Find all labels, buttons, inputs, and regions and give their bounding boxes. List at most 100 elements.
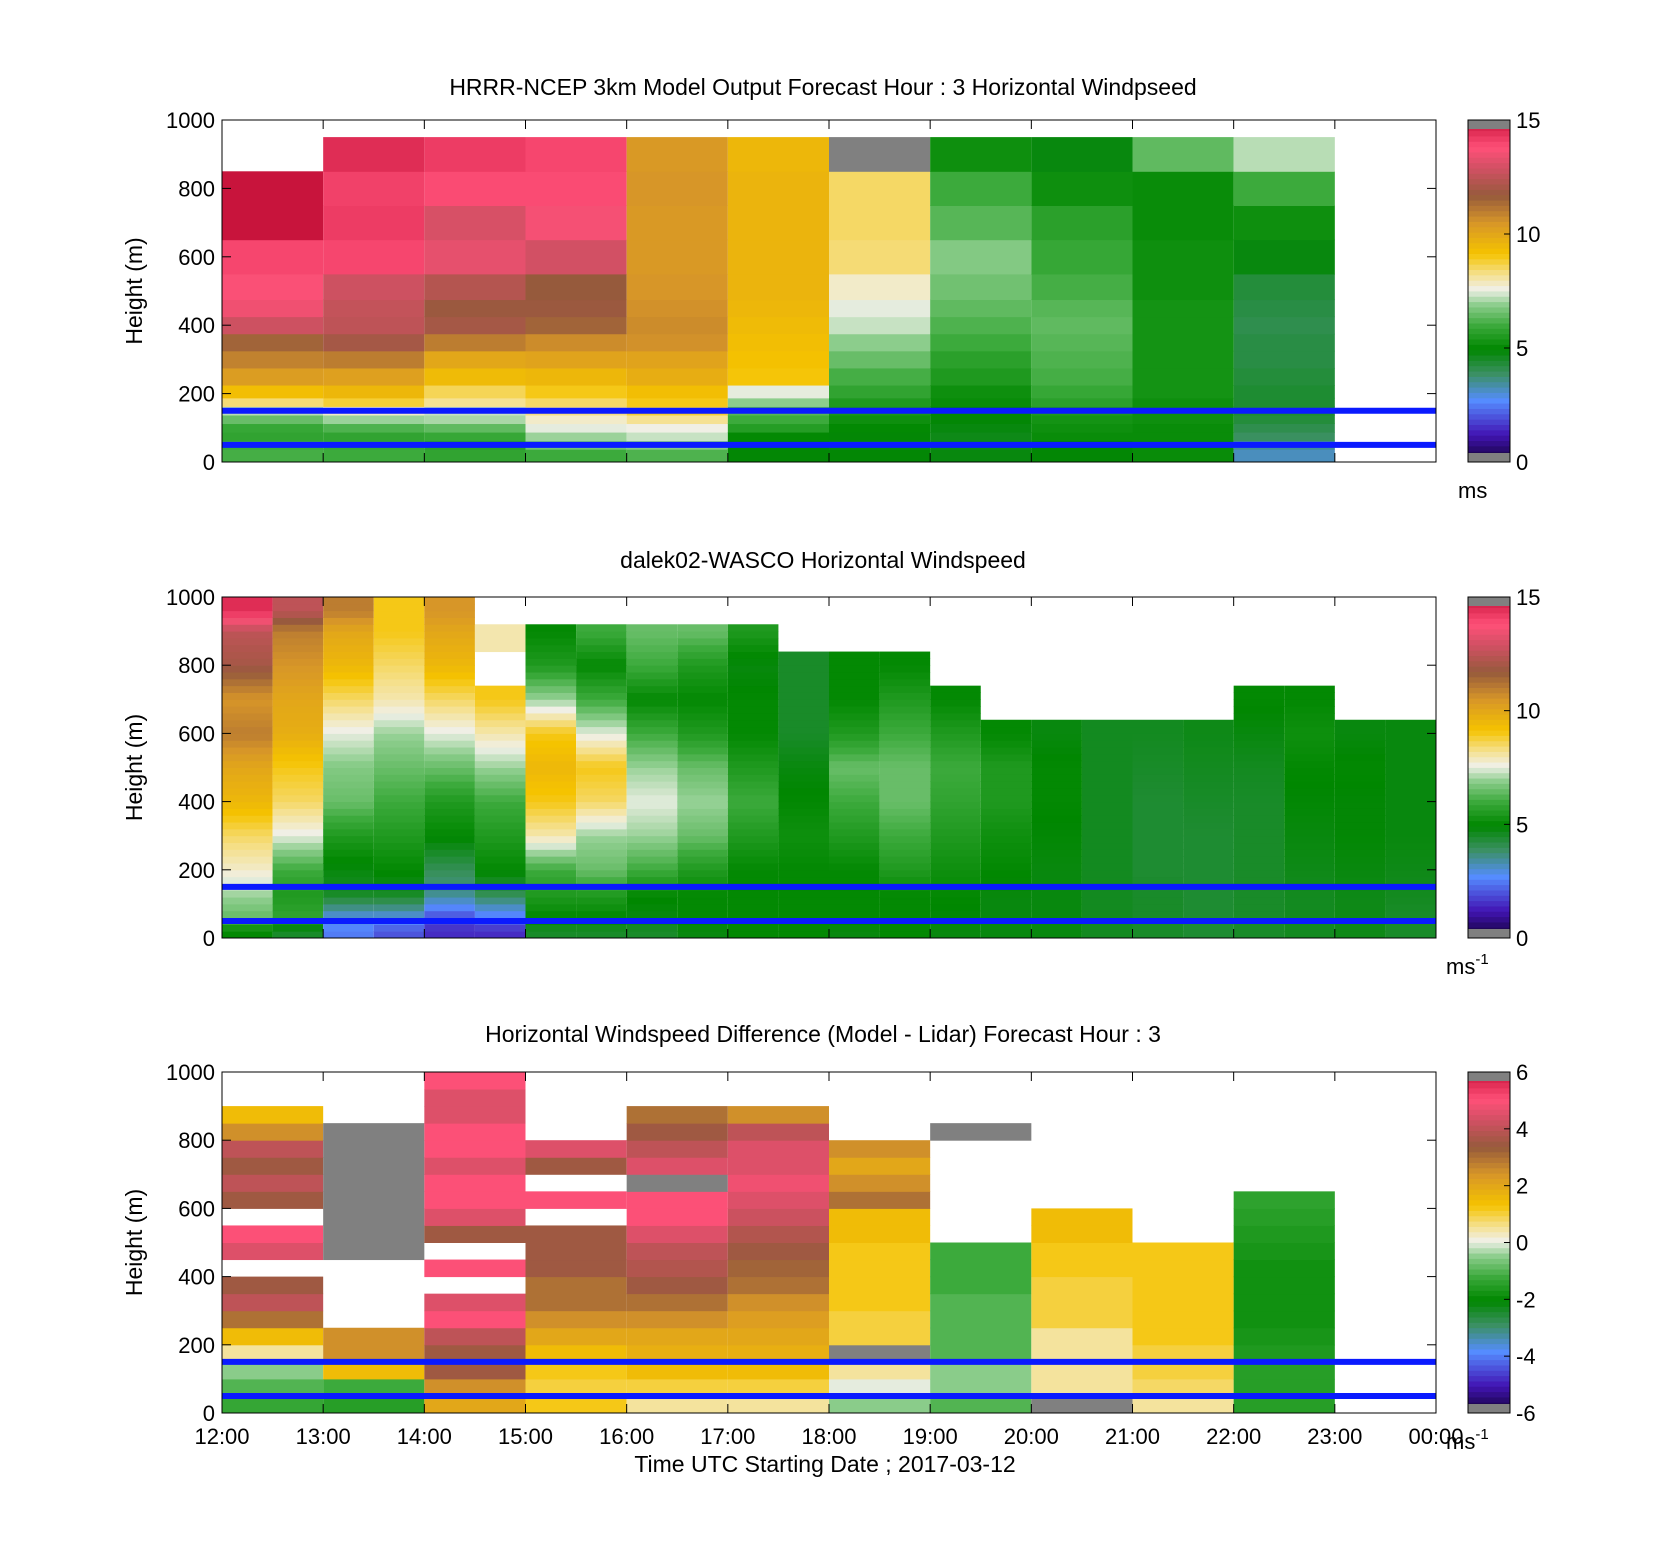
heatmap-cell [373,794,425,803]
heatmap-cell [626,699,678,707]
heatmap-cell [677,637,728,646]
heatmap-cell [222,414,324,425]
heatmap-cell [677,651,728,659]
heatmap-cell [323,1174,425,1192]
colorbar-swatch [1468,767,1510,774]
heatmap-cell [727,299,829,318]
colorbar-swatch [1468,1098,1510,1105]
heatmap-cell [1334,740,1386,748]
x-axis: 12:00 13:00 14:00 15:00 16:00 17:00 18:00 19:00… [194,1072,1464,1449]
colorbar-swatch [1468,879,1510,886]
heatmap-cell [829,856,880,864]
heatmap-cell [373,822,425,830]
heatmap-cell [829,767,880,775]
heatmap-cell [576,767,627,775]
heatmap-cell [1385,835,1436,844]
heatmap-cell [1233,706,1285,714]
heatmap-cell [677,672,728,680]
x-tick-label: 22:00 [1206,1424,1261,1449]
heatmap-cell [980,719,1032,728]
heatmap-cell [727,397,829,407]
heatmap-cell [1233,1310,1335,1329]
colorbar-tick-label: 0 [1516,926,1528,951]
heatmap-cell [829,1242,931,1261]
heatmap-cell [1132,856,1184,864]
heatmap-cell [474,706,526,714]
colorbar-swatch [1468,804,1510,811]
colorbar-swatch [1468,1263,1510,1270]
heatmap-cell [727,903,779,912]
x-tick-label: 16:00 [599,1424,654,1449]
heatmap-cell [373,828,425,837]
colorbar-swatch [1468,650,1510,657]
heatmap-cell [829,931,880,939]
heatmap-cell [930,747,981,755]
heatmap-cell [1183,753,1234,762]
heatmap-cell [424,651,475,659]
heatmap-cell [727,449,829,463]
heatmap-cell [323,1378,425,1397]
heatmap-cell [778,672,829,680]
heatmap-cell [1233,931,1285,939]
colorbar-swatch [1468,141,1510,148]
colorbar-swatch [1468,1103,1510,1110]
heatmap-cell [424,603,475,612]
heatmap-cell [272,774,324,782]
heatmap-cell [727,631,779,639]
heatmap-cell [1132,794,1184,803]
heatmap-cell [1132,1361,1234,1380]
heatmap-cell [373,672,425,680]
colorbar-swatch [1468,237,1510,244]
heatmap-cell [474,876,526,884]
heatmap-cell [474,747,526,755]
heatmap-cell [525,1378,627,1397]
heatmap-cell [323,316,425,335]
heatmap-cell [829,423,931,433]
heatmap-cell [930,787,981,796]
heatmap-cell [1132,903,1184,912]
heatmap-cell [626,719,678,728]
colorbar-swatch [1468,1242,1510,1249]
heatmap-cell [525,747,577,755]
heatmap-cell [727,637,779,646]
heatmap-cell [1334,801,1386,809]
heatmap-cell [474,760,526,768]
colorbar-swatch [1468,269,1510,276]
heatmap-cell [727,432,829,442]
heatmap-cell [1132,753,1184,762]
heatmap-cell [677,665,728,673]
heatmap-cell [1334,876,1386,884]
colorbar-swatch [1468,868,1510,875]
heatmap-cell [576,665,627,673]
heatmap-cell [1031,1361,1133,1380]
heatmap-cell [323,1344,425,1363]
heatmap-cell [1284,767,1335,775]
heatmap-cell [626,1174,728,1192]
heatmap-cell [829,367,931,386]
heatmap-cell [222,1327,324,1346]
heatmap-cell [222,1378,324,1397]
heatmap-cell [879,747,931,755]
heatmap-cell [727,774,779,782]
colorbar-swatch [1468,1311,1510,1318]
heatmap-cell [222,1310,324,1329]
heatmap-cell [829,794,880,803]
heatmap-cell [525,685,577,693]
x-tick-label: 19:00 [903,1424,958,1449]
heatmap-cell [930,1361,1032,1380]
heatmap-cell [424,1072,526,1090]
heatmap-cell [525,672,577,680]
heatmap-cell [222,665,273,673]
heatmap-cell [1233,897,1285,905]
colorbar-swatch [1468,692,1510,699]
heatmap-cell [1233,719,1285,728]
heatmap-cell [677,808,728,816]
heatmap-cell [424,1225,526,1243]
heatmap-cell [980,747,1032,755]
heatmap-cell [829,699,880,707]
heatmap-cell [576,924,627,932]
colorbar-swatch [1468,1375,1510,1382]
heatmap-cell [1233,1208,1335,1226]
heatmap-cell [677,699,728,707]
colorbar-swatch [1468,666,1510,672]
